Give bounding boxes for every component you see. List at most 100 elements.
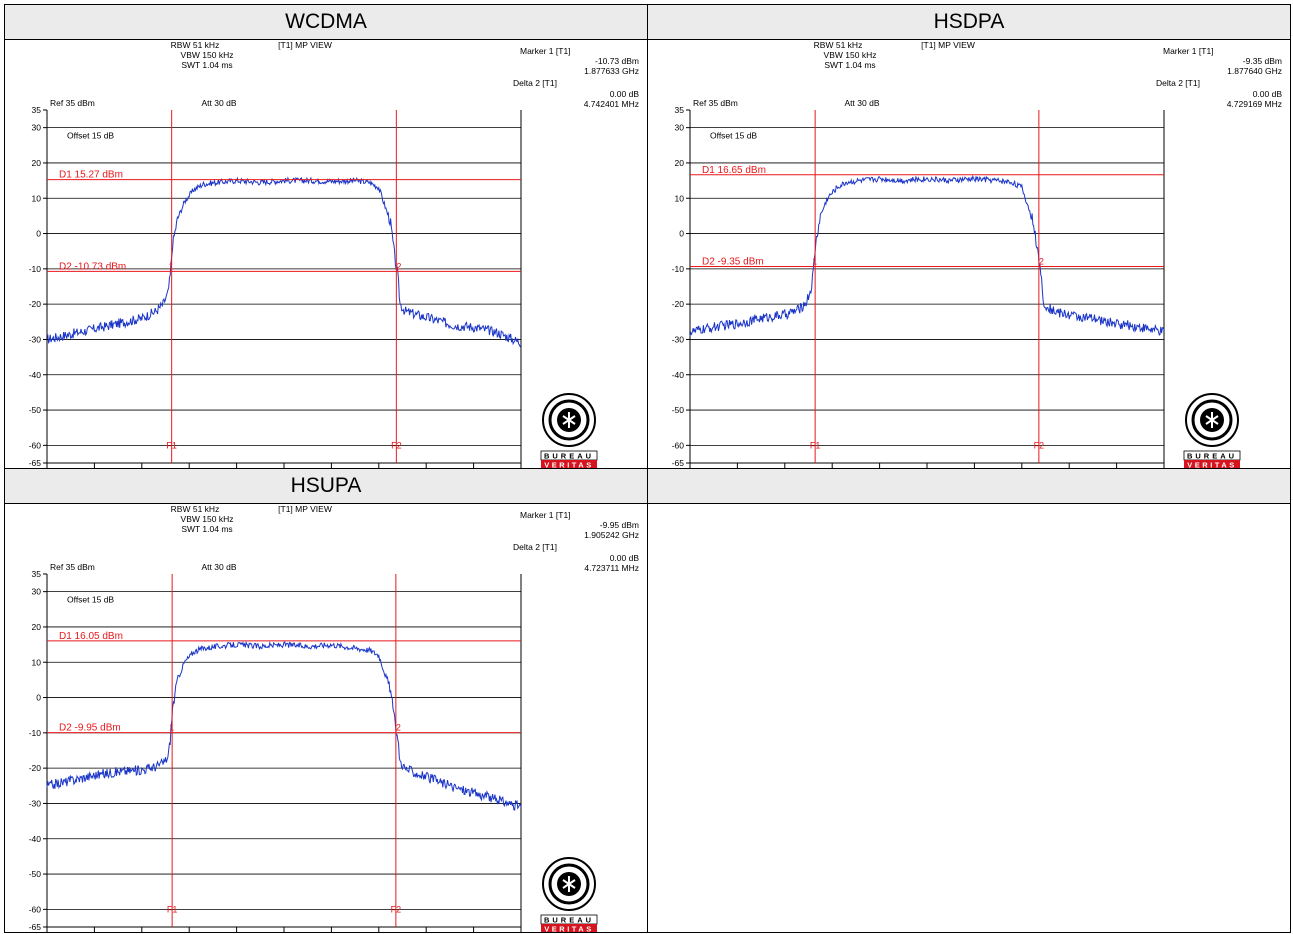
y-tick-label: -30 <box>29 798 42 808</box>
y-tick-label: -50 <box>29 405 42 415</box>
frequency-line-label-f2: F2 <box>391 440 402 450</box>
y-tick-label: 10 <box>32 193 42 203</box>
y-tick-label: -20 <box>29 299 42 309</box>
offset-label: Offset 15 dB <box>67 131 114 141</box>
delta2-frequency: 4.729169 MHz <box>1227 99 1282 109</box>
offset-label: Offset 15 dB <box>67 595 114 605</box>
offset-label: Offset 15 dB <box>710 131 757 141</box>
y-tick-label: 20 <box>32 622 42 632</box>
logo-text-bottom: VERITAS <box>544 461 593 469</box>
delta2-frequency: 4.742401 MHz <box>584 99 639 109</box>
display-line-label-d1: D1 15.27 dBm <box>59 170 123 181</box>
plot-cell-hsdpa: RBW 51 kHz VBW 150 kHz SWT 1.04 ms [T1] MP … <box>648 40 1291 469</box>
y-tick-label: -65 <box>672 458 685 468</box>
y-tick-label: -40 <box>672 370 685 380</box>
logo-text-top: BUREAU <box>544 916 594 925</box>
y-tick-label: 35 <box>675 105 685 115</box>
marker1-level: -10.73 dBm <box>595 56 639 66</box>
frequency-line-label-f1: F1 <box>810 440 821 450</box>
y-tick-label: -50 <box>29 869 42 879</box>
y-tick-label: 30 <box>32 587 42 597</box>
display-line-label-d2: D2 -9.35 dBm <box>702 257 764 268</box>
marker1-label: Marker 1 [T1] <box>520 46 571 56</box>
delta2-label: Delta 2 [T1] <box>513 542 557 552</box>
ref-level-label: Ref 35 dBm <box>50 98 95 108</box>
attenuation-label: Att 30 dB <box>202 98 237 108</box>
y-tick-label: 30 <box>32 123 42 133</box>
y-tick-label: -20 <box>29 763 42 773</box>
results-table: WCDMA HSDPA RBW 51 kHz VBW 150 kHz SWT 1.0… <box>4 4 1291 933</box>
y-tick-label: 20 <box>32 158 42 168</box>
y-tick-label: 35 <box>32 569 42 579</box>
plot-cell-wcdma: RBW 51 kHz VBW 150 kHz SWT 1.04 ms [T1] MP … <box>5 40 648 469</box>
y-tick-label: 30 <box>675 123 685 133</box>
y-tick-label: 10 <box>32 657 42 667</box>
y-tick-label: -40 <box>29 834 42 844</box>
trace-view-label: [T1] MP VIEW <box>278 504 332 514</box>
y-tick-label: 20 <box>675 158 685 168</box>
y-tick-label: -10 <box>29 728 42 738</box>
marker-point-2: 2 <box>1039 257 1044 267</box>
marker-point-1: 1 <box>169 261 174 271</box>
attenuation-label: Att 30 dB <box>202 562 237 572</box>
header-wcdma: WCDMA <box>5 5 648 40</box>
plot-cell-hsupa: RBW 51 kHz VBW 150 kHz SWT 1.04 ms [T1] MP … <box>5 504 648 933</box>
ref-level-label: Ref 35 dBm <box>693 98 738 108</box>
rbw-label: RBW 51 kHz <box>814 40 863 50</box>
y-tick-label: -50 <box>672 405 685 415</box>
y-tick-label: -40 <box>29 370 42 380</box>
header-hsupa: HSUPA <box>5 469 648 504</box>
y-tick-label: -20 <box>672 299 685 309</box>
delta2-frequency: 4.723711 MHz <box>584 563 639 573</box>
delta2-label: Delta 2 [T1] <box>513 78 557 88</box>
marker-point-1: 1 <box>812 257 817 267</box>
trace-view-label: [T1] MP VIEW <box>921 40 975 50</box>
vbw-label: VBW 150 kHz <box>181 50 234 60</box>
frequency-line-label-f1: F1 <box>167 904 178 914</box>
rbw-label: RBW 51 kHz <box>171 504 220 514</box>
logo-text-bottom: VERITAS <box>1187 461 1236 469</box>
y-tick-label: -65 <box>29 458 42 468</box>
header-hsdpa: HSDPA <box>648 5 1291 40</box>
swt-label: SWT 1.04 ms <box>824 60 875 70</box>
display-line-label-d2: D2 -9.95 dBm <box>59 723 121 734</box>
frequency-line-label-f2: F2 <box>391 904 402 914</box>
logo-text-top: BUREAU <box>544 452 594 461</box>
y-tick-label: 35 <box>32 105 42 115</box>
y-tick-label: 0 <box>36 693 41 703</box>
marker1-frequency: 1.877633 GHz <box>584 66 639 76</box>
delta2-level: 0.00 dB <box>1253 89 1283 99</box>
swt-label: SWT 1.04 ms <box>181 60 232 70</box>
display-line-label-d1: D1 16.05 dBm <box>59 631 123 642</box>
logo-text-bottom: VERITAS <box>544 925 593 933</box>
y-tick-label: -30 <box>29 334 42 344</box>
marker1-frequency: 1.905242 GHz <box>584 530 639 540</box>
y-tick-label: -65 <box>29 922 42 932</box>
attenuation-label: Att 30 dB <box>845 98 880 108</box>
trace-view-label: [T1] MP VIEW <box>278 40 332 50</box>
y-tick-label: 0 <box>36 229 41 239</box>
delta2-level: 0.00 dB <box>610 89 640 99</box>
spectrum-plot-hsupa: RBW 51 kHzVBW 150 kHzSWT 1.04 ms [T1] MP … <box>5 504 646 932</box>
y-tick-label: 10 <box>675 193 685 203</box>
ref-level-label: Ref 35 dBm <box>50 562 95 572</box>
y-tick-label: -10 <box>29 264 42 274</box>
y-tick-label: -60 <box>29 440 42 450</box>
delta2-label: Delta 2 [T1] <box>1156 78 1200 88</box>
swt-label: SWT 1.04 ms <box>181 524 232 534</box>
y-tick-label: 0 <box>679 229 684 239</box>
vbw-label: VBW 150 kHz <box>181 514 234 524</box>
marker-point-2: 2 <box>396 261 401 271</box>
rbw-label: RBW 51 kHz <box>171 40 220 50</box>
display-line-label-d2: D2 -10.73 dBm <box>59 261 126 272</box>
frequency-line-label-f2: F2 <box>1034 440 1045 450</box>
y-tick-label: -10 <box>672 264 685 274</box>
y-tick-label: -60 <box>672 440 685 450</box>
header-empty <box>648 469 1291 504</box>
y-tick-label: -60 <box>29 904 42 914</box>
frequency-line-label-f1: F1 <box>166 440 177 450</box>
